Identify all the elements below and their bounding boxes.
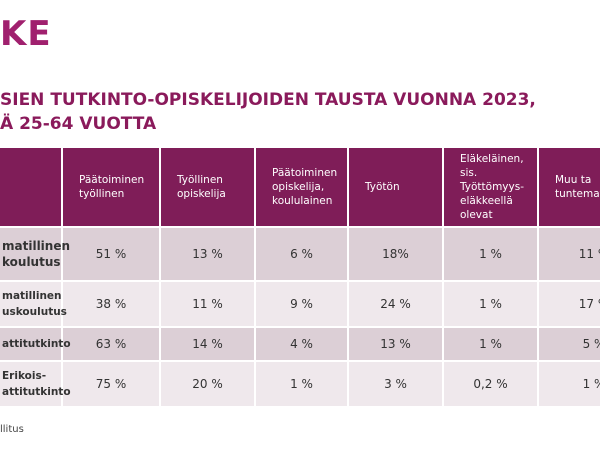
cell: 6 % [255,226,349,281]
header-cell [0,148,63,227]
cell: 9 % [255,280,349,327]
cell: 13 % [348,326,444,361]
row-label: attitutkinto [0,326,71,361]
cell: 5 % [538,326,600,361]
cell: 11 % [538,226,600,281]
cell: 1 % [443,280,539,327]
row-label: matillinen uskoulutus [0,280,67,327]
title: SIEN TUTKINTO-OPISKELIJOIDEN TAUSTA VUON… [0,88,536,136]
cell: 18% [348,226,444,281]
header-cell: Työtön [348,148,444,227]
row-label: matillinen koulutus [0,226,70,281]
table: Päätoiminen työllinen Työllinen opiskelij… [0,148,600,406]
title-line: Ä 25-64 VUOTTA [0,114,157,134]
cell: 63 % [62,326,161,361]
cell: 1 % [255,360,349,406]
cell: 11 % [160,280,256,327]
header-cell: Päätoiminen opiskelija, koululainen [255,148,349,227]
header-row: Päätoiminen työllinen Työllinen opiskelij… [0,148,600,227]
cell: 1 % [538,360,600,406]
cell: 24 % [348,280,444,327]
cell: 4 % [255,326,349,361]
footer: llitus [0,424,24,435]
title-line: SIEN TUTKINTO-OPISKELIJOIDEN TAUSTA VUON… [0,90,536,110]
table-row: Erikois- attitutkinto 75 % 20 % 1 % 3 % 0,2 %… [0,360,600,406]
cell: 3 % [348,360,444,406]
logo: KE [0,14,52,54]
row-label: Erikois- attitutkinto [0,360,71,406]
header-cell: Muu ta tuntemat [538,148,600,227]
cell: 14 % [160,326,256,361]
header-cell: Eläkeläinen, sis. Työttömyys-eläkkeellä … [443,148,539,227]
cell: 17 % [538,280,600,327]
table-row: matillinen uskoulutus 38 % 11 % 9 % 24 % 1 % 1… [0,280,600,327]
cell: 0,2 % [443,360,539,406]
header-cell: Työllinen opiskelija [160,148,256,227]
cell: 75 % [62,360,161,406]
cell: 13 % [160,226,256,281]
cell: 38 % [62,280,161,327]
cell: 20 % [160,360,256,406]
cell: 51 % [62,226,161,281]
header-cell: Päätoiminen työllinen [62,148,161,227]
cell: 1 % [443,226,539,281]
cell: 1 % [443,326,539,361]
